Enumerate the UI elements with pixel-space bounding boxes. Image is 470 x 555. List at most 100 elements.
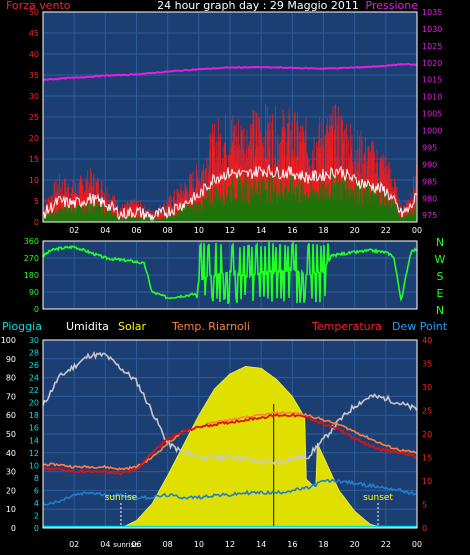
legend-temp-riarnoli: Temp. Riarnoli <box>171 320 250 333</box>
wind-tick-label: 0 <box>34 218 39 227</box>
x-tick-label: 18 <box>318 540 328 549</box>
x-tick-label: 20 <box>350 540 360 549</box>
x-tick-label: 18 <box>318 226 328 235</box>
rain-tick-label: 22 <box>29 386 39 395</box>
direction-letter: W <box>435 253 446 266</box>
x-tick-label: 02 <box>69 226 79 235</box>
direction-tick-label: 0 <box>34 305 39 314</box>
rain-tick-label: 24 <box>29 374 39 383</box>
weather-chart: 0102030405060708090100024681012141618202… <box>1 336 432 549</box>
x-tick-label: 00 <box>412 226 422 235</box>
rain-tick-label: 8 <box>34 474 39 483</box>
wind-tick-label: 45 <box>29 29 39 38</box>
legend-pioggia: Pioggia <box>2 320 42 333</box>
x-tick-label: 16 <box>287 540 297 549</box>
temp-tick-label: 15 <box>422 454 432 463</box>
direction-letter: E <box>437 287 444 300</box>
wind-tick-label: 20 <box>29 134 39 143</box>
humidity-tick-label: 0 <box>11 524 16 533</box>
legend-temperatura: Temperatura <box>311 320 382 333</box>
temp-riarnoli-line <box>42 410 417 471</box>
humidity-tick-label: 100 <box>1 336 16 345</box>
rain-tick-label: 2 <box>34 511 39 520</box>
rain-tick-label: 28 <box>29 349 39 358</box>
pressure-tick-label: 985 <box>422 177 437 186</box>
pressure-tick-label: 1035 <box>422 8 442 17</box>
weather-axes: 0102030405060708090100024681012141618202… <box>1 336 432 549</box>
temp-tick-label: 25 <box>422 407 432 416</box>
humidity-tick-label: 30 <box>6 468 16 477</box>
x-tick-label: 22 <box>381 540 391 549</box>
pressure-axis-title: Pressione <box>366 0 419 12</box>
wind-pressure-series <box>42 62 418 222</box>
x-tick-label: 22 <box>381 226 391 235</box>
pressure-tick-label: 1010 <box>422 93 442 102</box>
temp-tick-label: 35 <box>422 360 432 369</box>
x-tick-label: 04 <box>100 226 110 235</box>
x-tick-label: 00 <box>412 540 422 549</box>
direction-tick-label: 270 <box>24 254 39 263</box>
direction-letter: N <box>436 304 444 317</box>
weather-series <box>42 351 418 529</box>
x-tick-label: sunrise <box>113 541 138 549</box>
pressure-tick-label: 980 <box>422 194 437 203</box>
plot-border <box>42 11 418 223</box>
humidity-tick-label: 40 <box>6 449 16 458</box>
plot-border <box>42 240 418 310</box>
legend-dew-point: Dew Point <box>392 320 448 333</box>
sun-annotations: sunrise sunset <box>105 493 393 528</box>
x-tick-label: 08 <box>163 226 173 235</box>
temp-tick-label: 20 <box>422 430 432 439</box>
wind-tick-label: 5 <box>34 197 39 206</box>
temp-tick-label: 40 <box>422 336 432 345</box>
x-tick-label: 14 <box>256 540 266 549</box>
pressure-tick-label: 995 <box>422 143 437 152</box>
x-tick-label: 06 <box>131 540 141 549</box>
rain-tick-label: 10 <box>29 461 39 470</box>
pressure-tick-label: 1005 <box>422 110 442 119</box>
rain-tick-label: 20 <box>29 399 39 408</box>
humidity-tick-label: 60 <box>6 411 16 420</box>
direction-tick-label: 180 <box>24 271 39 280</box>
humidity-line <box>42 351 418 466</box>
wind-tick-label: 10 <box>29 176 39 185</box>
x-tick-label: 02 <box>69 540 79 549</box>
rain-tick-label: 18 <box>29 411 39 420</box>
x-tick-label: 14 <box>256 226 266 235</box>
x-tick-label: 12 <box>225 226 235 235</box>
wind-pressure-chart: 0510152025303540455097598098599099510001… <box>6 0 442 235</box>
rain-tick-label: 0 <box>34 524 39 533</box>
sunrise-label: sunrise <box>105 493 138 503</box>
chart-title: 24 hour graph day : 29 Maggio 2011 <box>157 0 359 12</box>
legend-umidita: Umidita <box>66 320 109 333</box>
wind-tick-label: 15 <box>29 155 39 164</box>
humidity-tick-label: 10 <box>6 505 16 514</box>
humidity-tick-label: 20 <box>6 486 16 495</box>
humidity-tick-label: 80 <box>6 374 16 383</box>
x-tick-label: 08 <box>163 540 173 549</box>
direction-tick-label: 90 <box>29 288 39 297</box>
rain-tick-label: 6 <box>34 486 39 495</box>
x-tick-label: 12 <box>225 540 235 549</box>
rain-tick-label: 26 <box>29 361 39 370</box>
dew-point-line <box>42 478 417 506</box>
direction-letter: S <box>437 270 444 283</box>
pressure-tick-label: 1020 <box>422 59 442 68</box>
wind-tick-label: 50 <box>29 8 39 17</box>
wind-tick-label: 30 <box>29 92 39 101</box>
x-tick-label: 10 <box>194 540 204 549</box>
rain-tick-label: 14 <box>29 436 39 445</box>
wind-mean-line <box>42 163 418 222</box>
x-tick-label: 10 <box>194 226 204 235</box>
wind-direction-axes: 0 90 180 270 360 <box>24 237 418 314</box>
weather-legend: Pioggia Umidita Solar Temp. Riarnoli Tem… <box>2 320 448 333</box>
rain-tick-label: 30 <box>29 336 39 345</box>
sunset-label: sunset <box>363 493 393 503</box>
legend-solar: Solar <box>118 320 147 333</box>
x-tick-label: 06 <box>131 226 141 235</box>
wind-tick-label: 35 <box>29 71 39 80</box>
wind-direction-series <box>42 240 418 305</box>
humidity-tick-label: 70 <box>6 392 16 401</box>
